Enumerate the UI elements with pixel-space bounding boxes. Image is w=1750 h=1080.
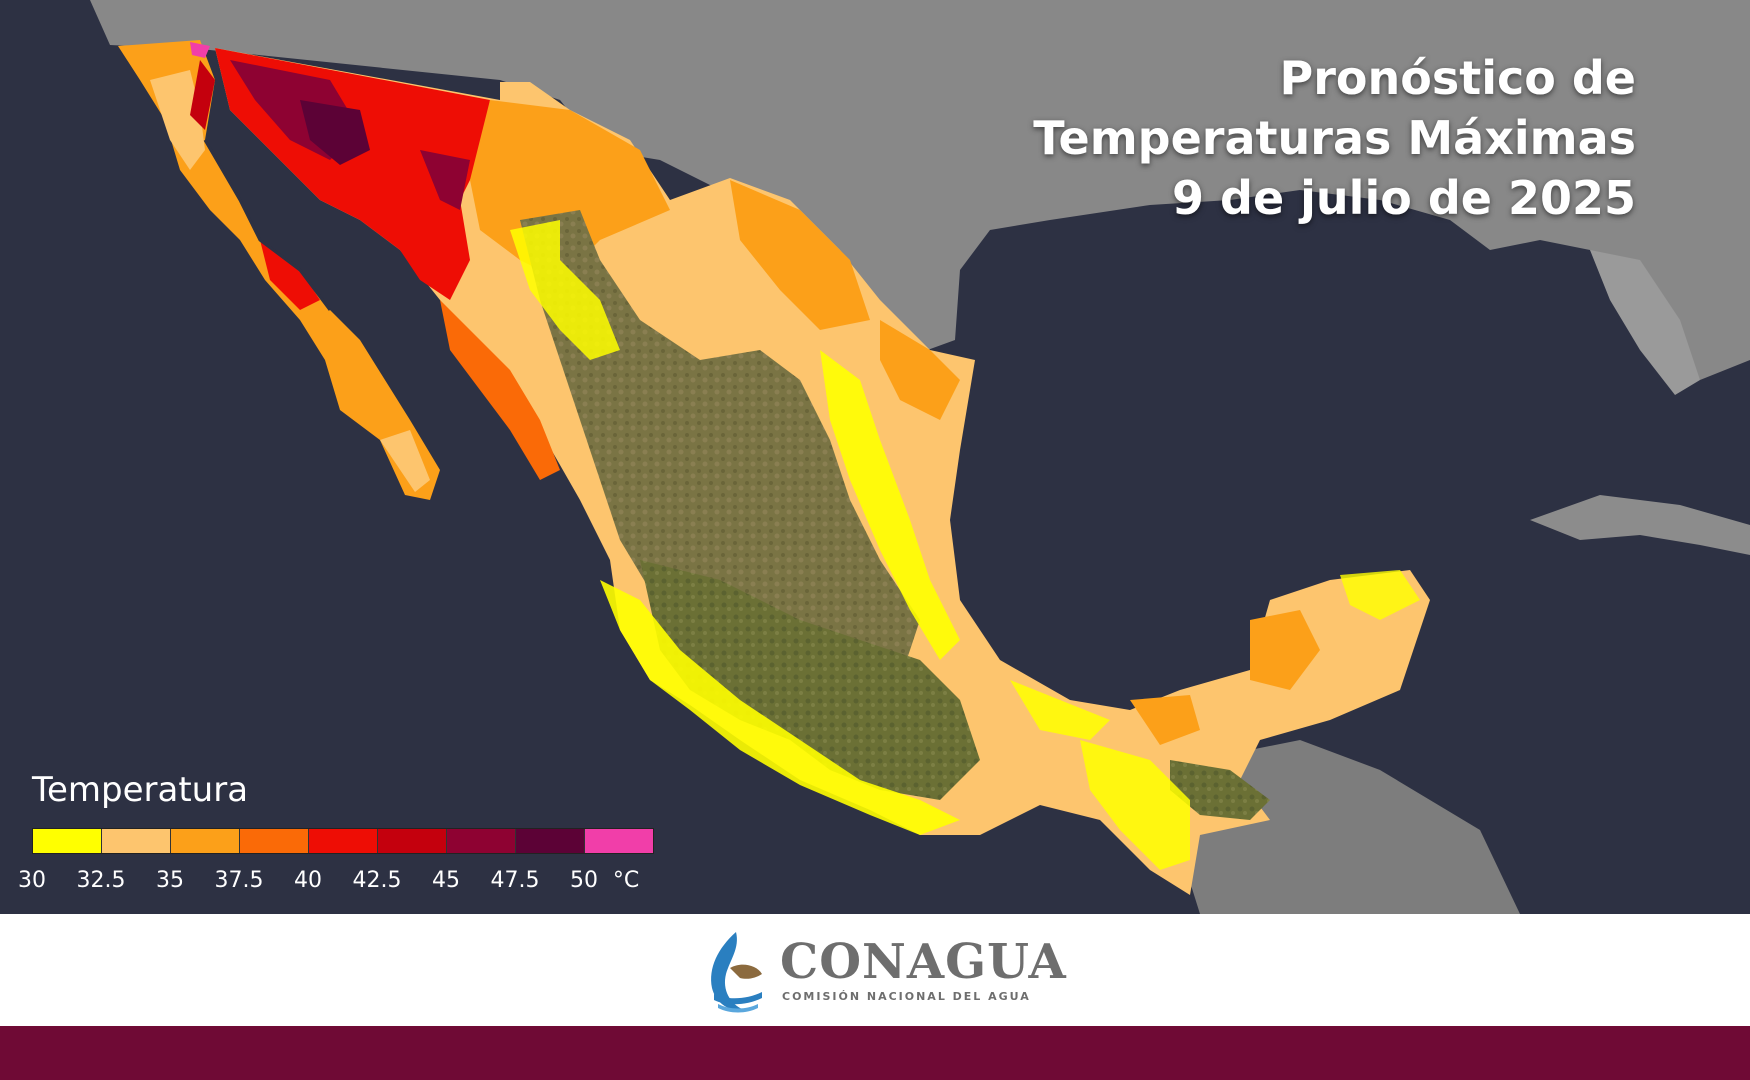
legend-swatch-7	[516, 829, 585, 853]
legend-swatch-0	[33, 829, 102, 853]
map-canvas	[90, 0, 1750, 914]
sonora-inland-hot	[420, 150, 470, 210]
map-title: Pronóstico de Temperaturas Máximas 9 de …	[1033, 48, 1636, 228]
sinaloa-strip	[440, 300, 560, 480]
baja-south-hot	[260, 240, 320, 310]
legend-tick-0: 30	[18, 868, 46, 893]
gulf-of-california	[203, 139, 332, 311]
sonora-extreme	[300, 100, 370, 165]
florida	[1590, 250, 1700, 395]
baja-north-cool	[150, 70, 205, 170]
legend-ticks: 30 32.5 35 37.5 40 42.5 45 47.5 50 °C	[0, 868, 700, 898]
tamaulipas-orange	[880, 320, 960, 420]
conagua-logo: CONAGUA COMISIÓN NACIONAL DEL AGUA	[700, 928, 1066, 1018]
legend-tick-8: 50	[570, 868, 598, 893]
footer	[0, 914, 1750, 1026]
pacific-coast-yellow	[600, 580, 960, 835]
legend-color-bar	[32, 828, 654, 854]
title-line-3: 9 de julio de 2025	[1172, 171, 1636, 225]
veracruz-yellow	[1010, 680, 1110, 740]
brand-bar	[0, 1026, 1750, 1080]
coahuila-orange	[730, 180, 870, 330]
baja-hot-zone	[190, 60, 215, 130]
baja-tip	[380, 430, 430, 492]
chiapas-highlands	[1170, 760, 1270, 820]
yucatan-yellow	[1340, 570, 1420, 620]
legend-tick-6: 45	[432, 868, 460, 893]
legend-tick-5: 42.5	[352, 868, 402, 893]
legend-tick-1: 32.5	[76, 868, 126, 893]
central-america	[1180, 740, 1520, 914]
legend-title: Temperatura	[32, 770, 249, 810]
legend-tick-4: 40	[294, 868, 322, 893]
temperature-map	[90, 0, 1750, 914]
title-line-2: Temperaturas Máximas	[1033, 111, 1636, 165]
southern-highlands	[640, 560, 980, 800]
conagua-emblem-icon	[711, 932, 762, 1013]
legend-swatch-3	[240, 829, 309, 853]
yellow-zone-2	[820, 350, 960, 660]
logo-subtitle: COMISIÓN NACIONAL DEL AGUA	[782, 990, 1031, 1003]
legend-swatch-6	[447, 829, 516, 853]
sierra-madre-terrain	[520, 210, 920, 720]
chiapas-yellow	[1080, 740, 1190, 870]
tabasco-orange	[1130, 695, 1200, 745]
legend-swatch-8	[585, 829, 653, 853]
legend-swatch-2	[171, 829, 240, 853]
logo-name: CONAGUA	[780, 934, 1067, 990]
yucatan-orange	[1250, 610, 1320, 690]
cuba	[1530, 495, 1750, 555]
title-line-1: Pronóstico de	[1279, 51, 1637, 105]
extreme-hotspot	[190, 42, 210, 58]
legend-swatch-4	[309, 829, 378, 853]
yellow-zone-1	[510, 220, 620, 360]
legend-tick-9: °C	[612, 868, 640, 893]
legend-swatch-5	[378, 829, 447, 853]
legend-swatch-1	[102, 829, 171, 853]
usa-landmass	[90, 0, 1750, 380]
legend-tick-2: 35	[156, 868, 184, 893]
legend-tick-3: 37.5	[214, 868, 264, 893]
legend-tick-7: 47.5	[490, 868, 540, 893]
